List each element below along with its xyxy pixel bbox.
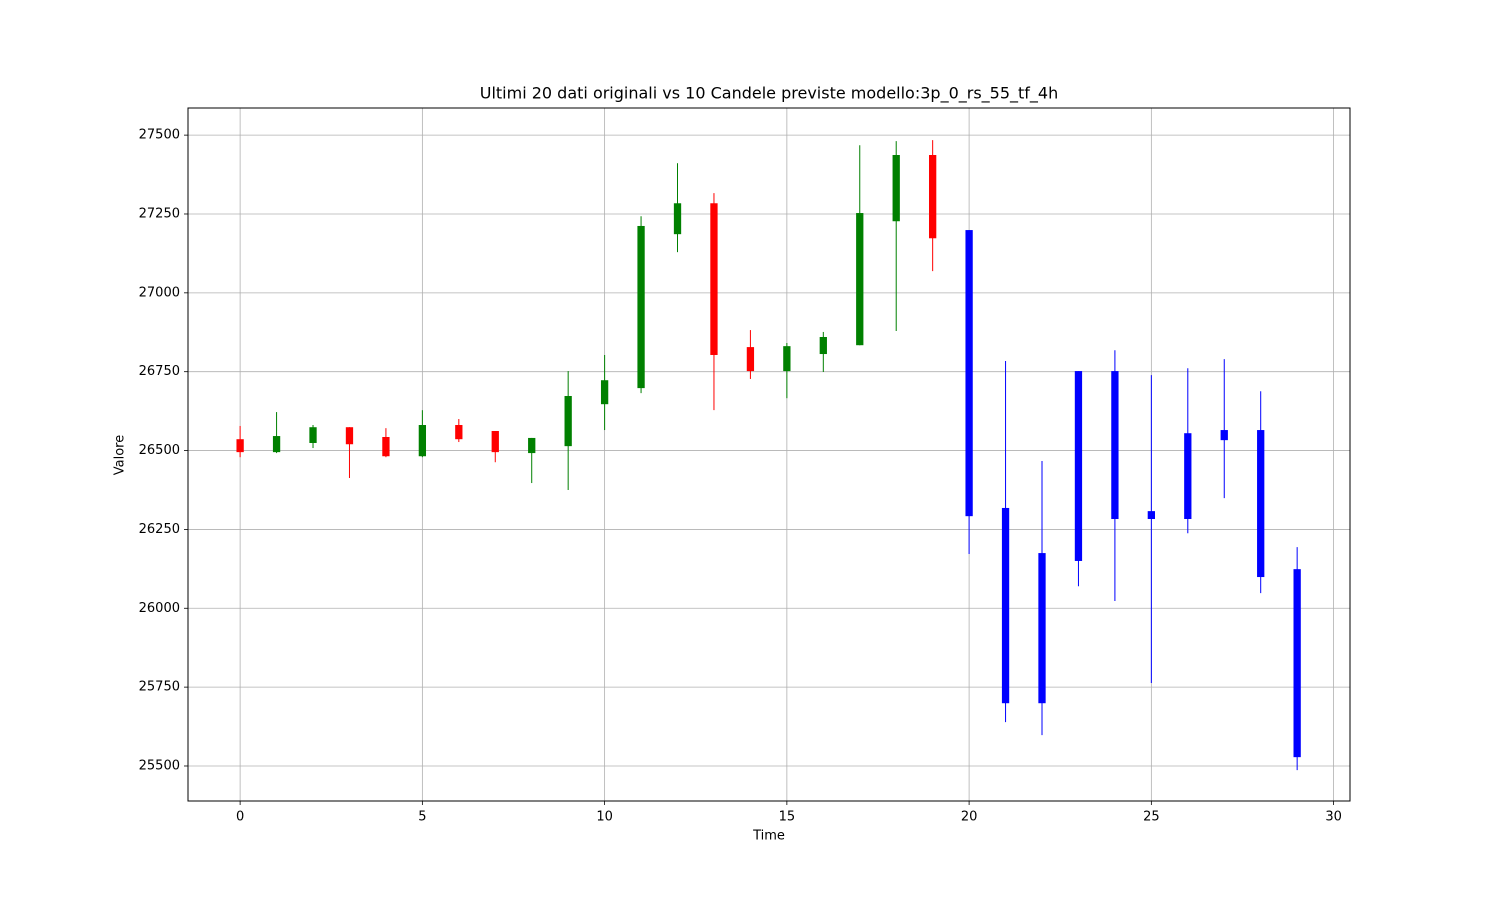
candle-body — [1074, 371, 1083, 561]
y-tick-label: 27250 — [139, 206, 180, 221]
y-axis-label: Valore — [113, 435, 128, 475]
y-tick-label: 26750 — [139, 364, 180, 379]
candle-body — [528, 437, 536, 454]
candle-body — [1293, 569, 1301, 758]
candle-body — [965, 230, 973, 517]
candle-body — [236, 439, 244, 453]
candle-body — [856, 213, 864, 346]
candle-body — [637, 225, 645, 389]
candle-body — [1184, 433, 1192, 520]
x-tick-label: 10 — [596, 810, 613, 825]
candle-body — [710, 203, 718, 355]
candle-body — [1220, 430, 1228, 441]
candle-body — [1001, 507, 1010, 704]
candle-body — [783, 346, 791, 372]
candle-body — [382, 436, 390, 457]
candle-body — [673, 203, 682, 235]
candle-body — [564, 395, 572, 447]
y-tick-label: 27000 — [139, 285, 180, 300]
x-tick-label: 15 — [779, 810, 796, 825]
x-tick-label: 0 — [236, 810, 244, 825]
candle-body — [892, 154, 900, 222]
candle-body — [272, 436, 281, 453]
y-tick-label: 26250 — [139, 522, 180, 537]
candle-body — [309, 427, 317, 443]
x-tick-label: 5 — [418, 810, 426, 825]
candle-body — [1111, 371, 1119, 520]
y-tick-label: 25500 — [139, 758, 180, 773]
x-tick-label: 30 — [1325, 810, 1342, 825]
candle-body — [1147, 511, 1155, 520]
candle-body — [418, 425, 427, 457]
plot-frame — [187, 107, 1351, 802]
y-tick-label: 26000 — [139, 601, 180, 616]
candle-body — [491, 431, 499, 453]
x-tick-label: 20 — [961, 810, 978, 825]
candle-body — [600, 380, 609, 405]
candle-body — [1038, 553, 1046, 704]
candle-body — [819, 337, 827, 355]
candle-body — [1257, 430, 1265, 578]
x-tick-label: 25 — [1143, 810, 1160, 825]
candle-body — [929, 154, 937, 239]
y-tick-label: 27500 — [139, 128, 180, 143]
candle-body — [746, 347, 755, 372]
x-axis-label: Time — [752, 829, 785, 844]
candle-body — [455, 425, 463, 440]
candle-body — [345, 427, 354, 445]
y-tick-label: 25750 — [139, 680, 180, 695]
chart-title: Ultimi 20 dati originali vs 10 Candele p… — [480, 84, 1059, 104]
y-tick-label: 26500 — [139, 443, 180, 458]
